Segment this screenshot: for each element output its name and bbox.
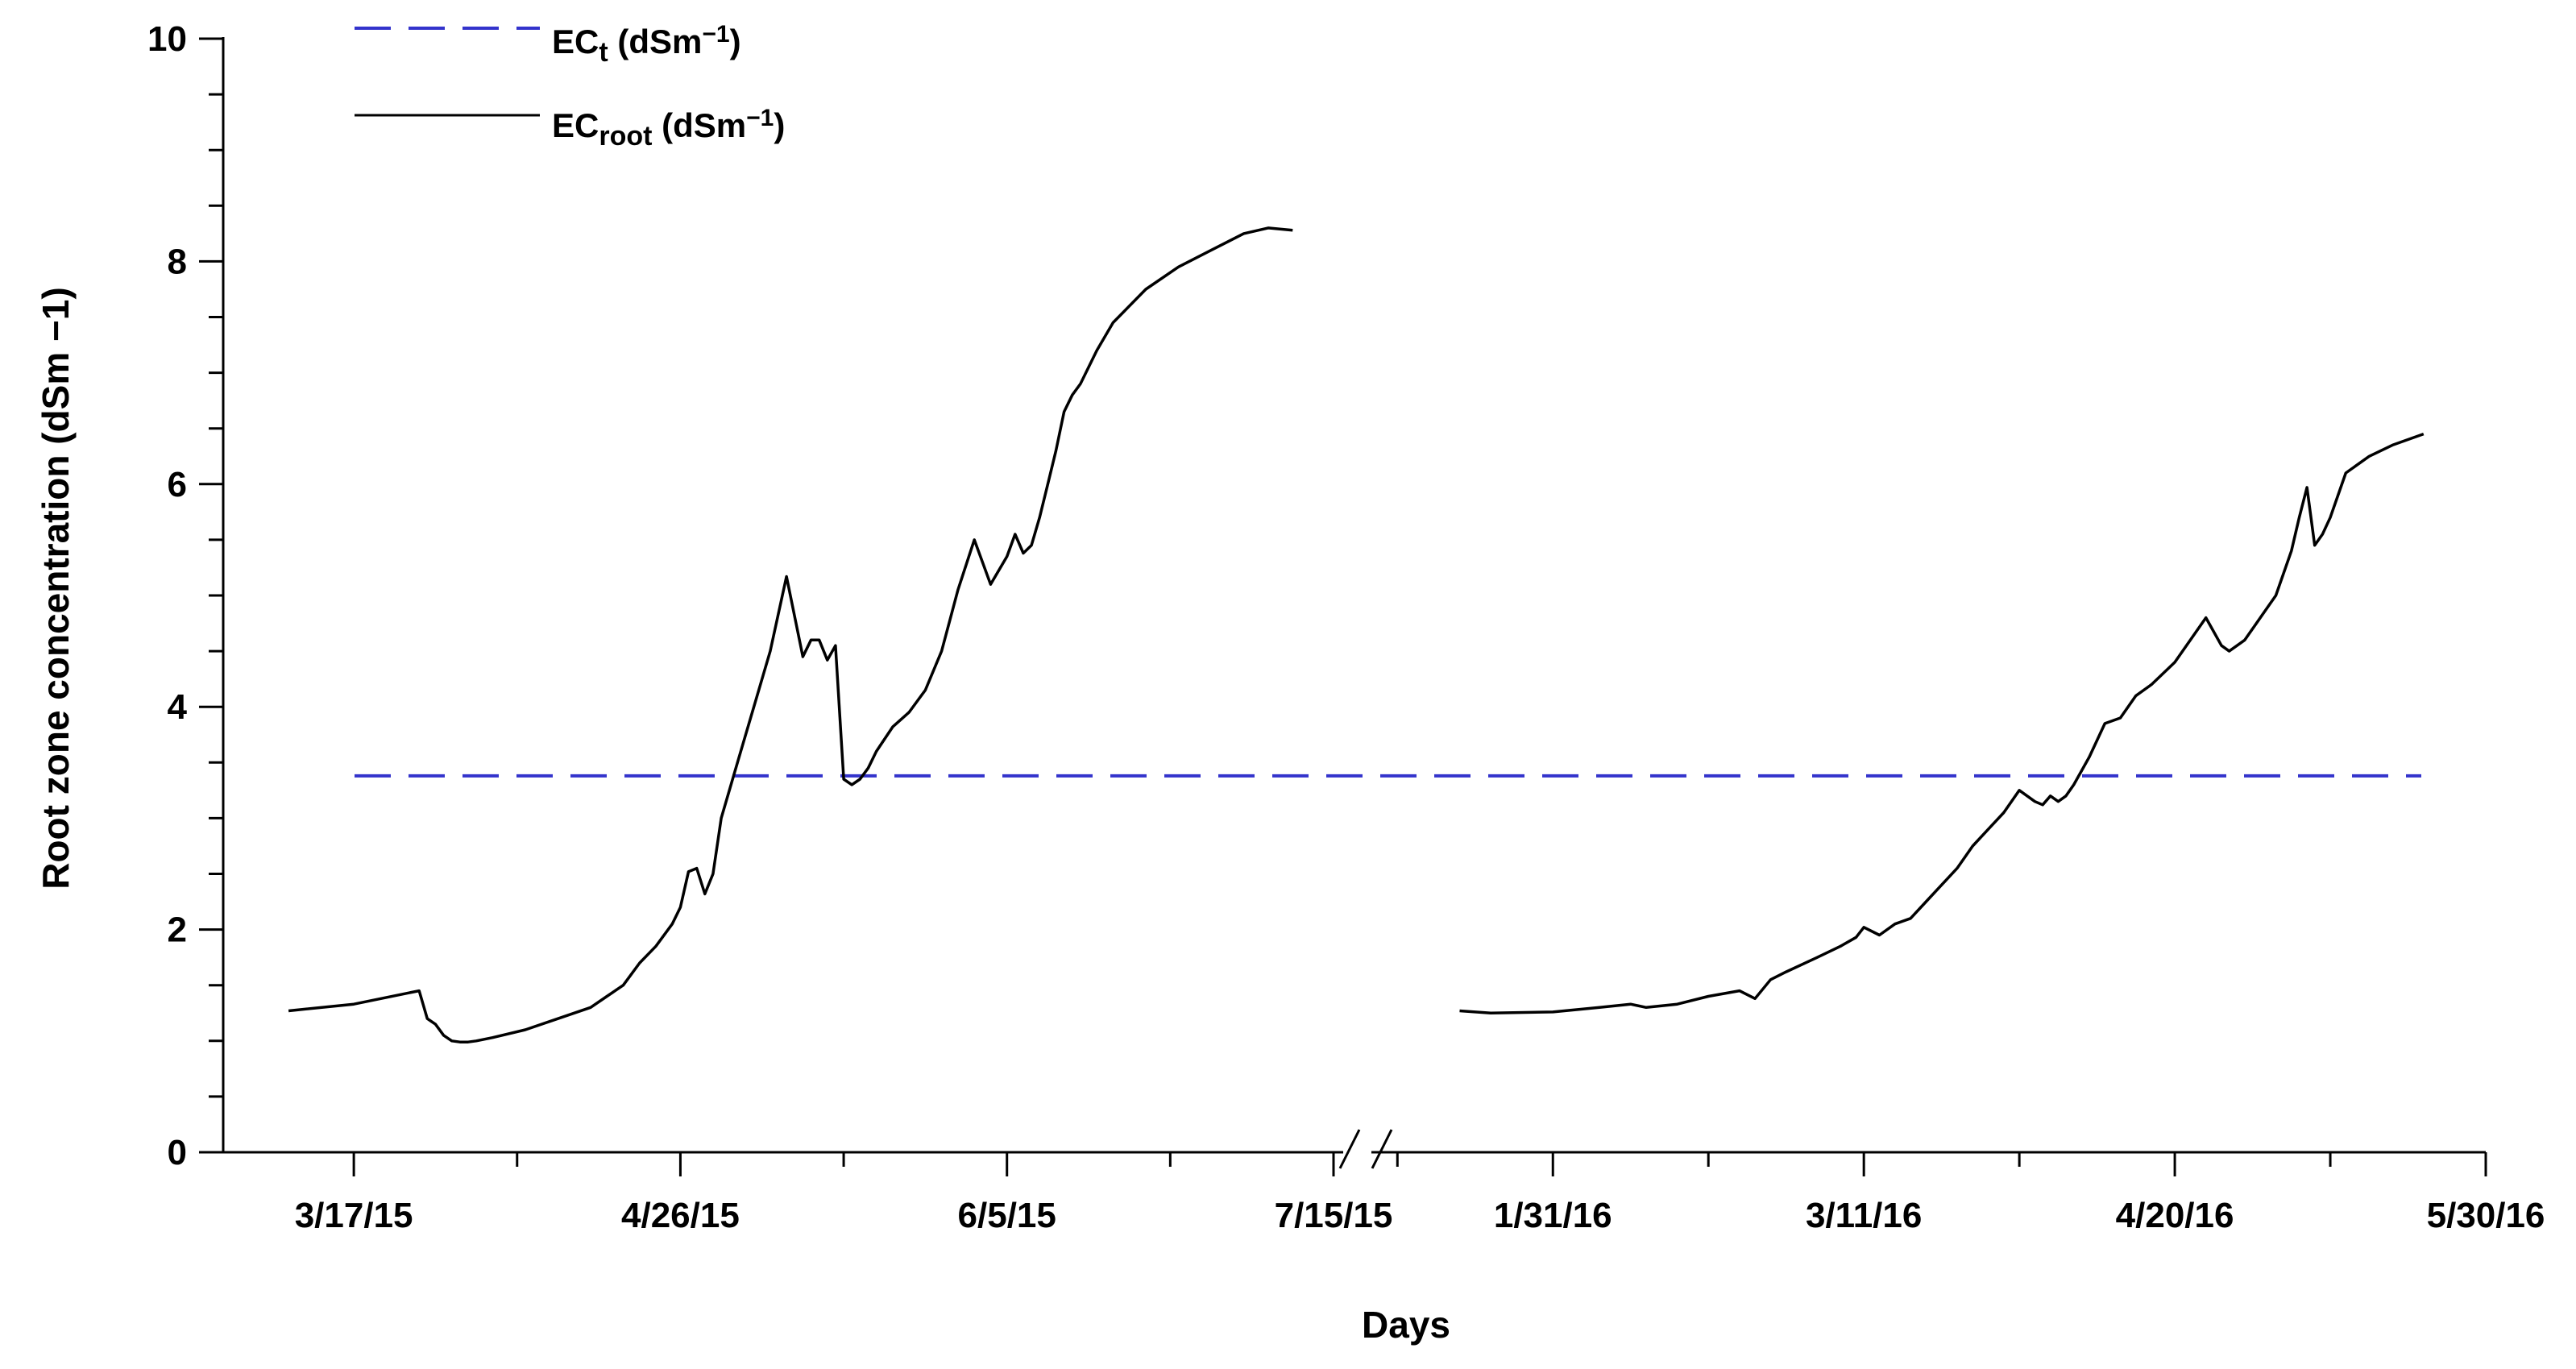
x-tick-label: 6/5/15 xyxy=(958,1196,1056,1235)
legend: ECt (dSm−1) ECroot (dSm−1) xyxy=(355,21,785,151)
legend-ecroot-base: EC xyxy=(552,106,599,144)
legend-ect-sup: −1 xyxy=(702,21,729,48)
y-tick-label: 0 xyxy=(168,1133,187,1172)
y-tick-label: 8 xyxy=(168,242,187,281)
x-tick-label: 4/20/16 xyxy=(2116,1196,2234,1235)
x-tick-label: 3/17/15 xyxy=(295,1196,413,1235)
legend-ect-unit: (dSm xyxy=(608,23,703,60)
legend-ecroot-unit: (dSm xyxy=(652,106,746,144)
x-tick-label: 7/15/15 xyxy=(1275,1196,1393,1235)
chart-axes xyxy=(222,37,2486,1169)
legend-ect-close: ) xyxy=(730,23,741,60)
y-tick-label: 6 xyxy=(168,465,187,504)
axis-break-mark-right xyxy=(1371,1129,1393,1169)
legend-ecroot-sub: root xyxy=(599,121,652,151)
x-tick-label: 5/30/16 xyxy=(2427,1196,2545,1235)
legend-label-ecroot: ECroot (dSm−1) xyxy=(552,105,785,151)
y-axis-title: Root zone concentration (dSm −1) xyxy=(35,287,77,890)
ecroot-line-segment-1 xyxy=(288,226,1293,1043)
legend-ect-sub: t xyxy=(599,37,608,68)
chart-ticks: 0 2 4 6 8 10 3/17/15 4/26/15 6/5/15 7/15/15 1/31/1… xyxy=(147,19,2545,1235)
legend-ecroot-sup: −1 xyxy=(746,105,774,131)
y-tick-label: 10 xyxy=(147,19,187,59)
y-tick-label: 2 xyxy=(168,911,187,950)
axis-break-mark-left xyxy=(1338,1129,1361,1169)
x-tick-label: 3/11/16 xyxy=(1806,1196,1922,1235)
chart-series xyxy=(288,226,2425,1043)
x-tick-label: 1/31/16 xyxy=(1494,1196,1612,1235)
x-axis-title: Days xyxy=(1362,1304,1450,1346)
legend-ecroot-close: ) xyxy=(774,106,785,144)
legend-label-ect: ECt (dSm−1) xyxy=(552,21,741,68)
legend-ect-base: EC xyxy=(552,23,599,60)
x-tick-label: 4/26/15 xyxy=(621,1196,740,1235)
ecroot-line-segment-2 xyxy=(1459,432,2425,1015)
y-tick-label: 4 xyxy=(168,687,188,727)
